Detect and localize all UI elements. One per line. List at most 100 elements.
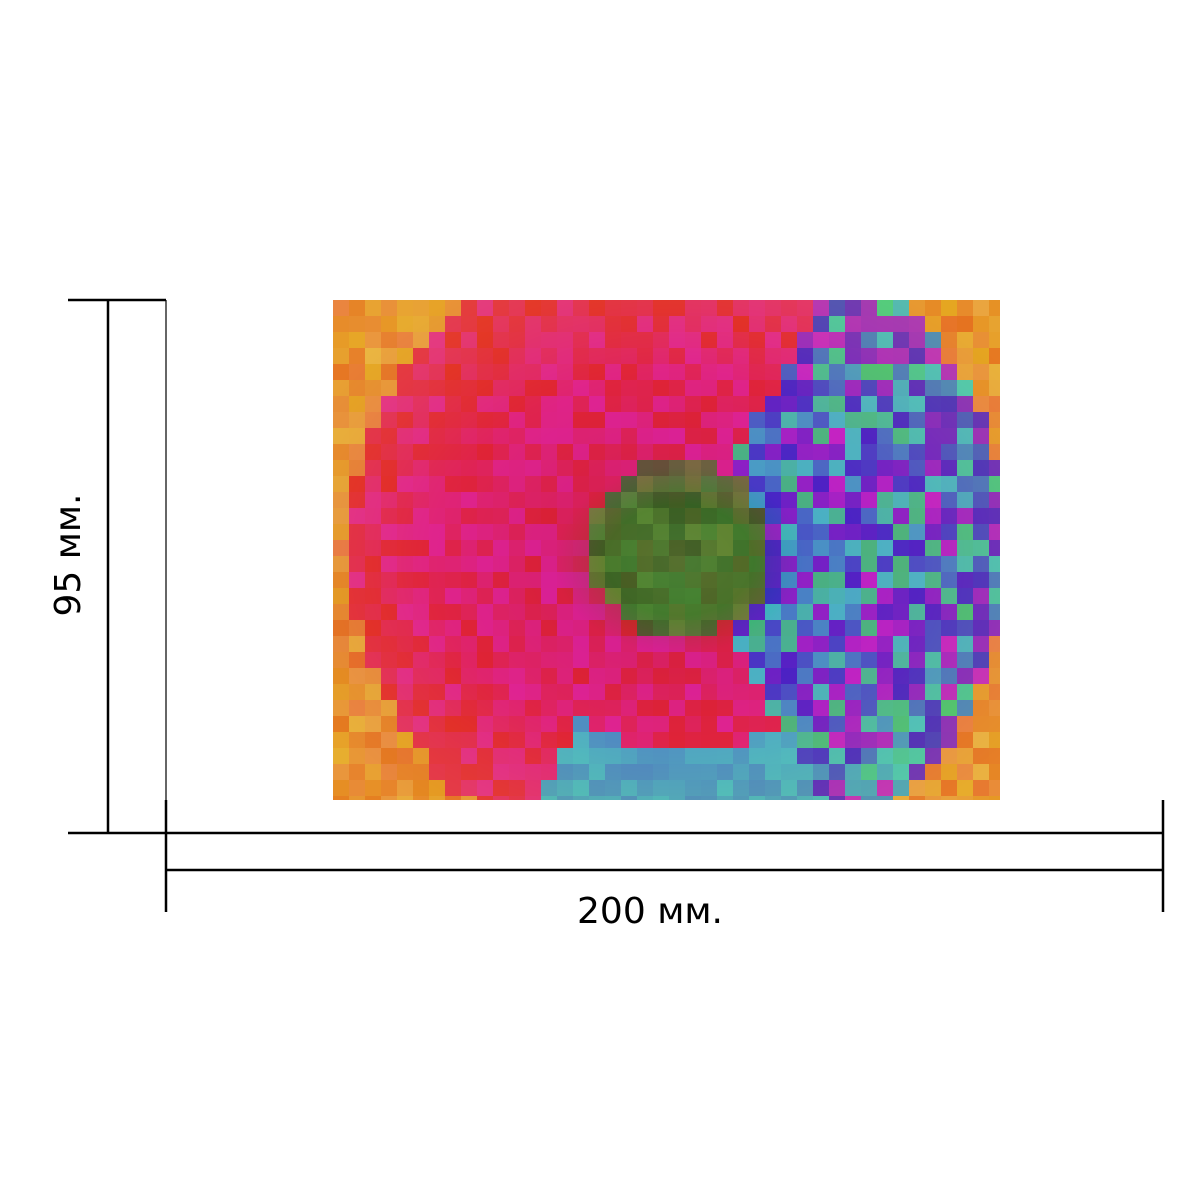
image-tile bbox=[493, 748, 509, 764]
image-tile bbox=[829, 476, 845, 492]
image-tile bbox=[365, 300, 381, 316]
image-tile bbox=[493, 620, 509, 636]
image-tile bbox=[381, 748, 397, 764]
image-tile bbox=[573, 716, 589, 732]
image-tile bbox=[653, 492, 669, 508]
image-tile bbox=[365, 444, 381, 460]
image-tile bbox=[653, 652, 669, 668]
image-tile bbox=[509, 780, 525, 796]
image-tile bbox=[621, 764, 637, 780]
image-tile bbox=[349, 764, 365, 780]
image-tile bbox=[781, 572, 797, 588]
image-tile bbox=[461, 732, 477, 748]
image-tile bbox=[365, 348, 381, 364]
image-tile bbox=[877, 668, 893, 684]
image-tile bbox=[541, 508, 557, 524]
image-tile bbox=[525, 796, 541, 800]
image-tile bbox=[589, 636, 605, 652]
image-tile bbox=[429, 620, 445, 636]
image-tile bbox=[877, 716, 893, 732]
image-tile bbox=[509, 428, 525, 444]
image-tile bbox=[781, 716, 797, 732]
image-tile bbox=[413, 780, 429, 796]
image-tile bbox=[717, 348, 733, 364]
image-tile bbox=[941, 476, 957, 492]
image-tile bbox=[669, 684, 685, 700]
image-tile bbox=[941, 780, 957, 796]
image-tile bbox=[637, 700, 653, 716]
image-tile bbox=[509, 540, 525, 556]
image-tile bbox=[765, 332, 781, 348]
image-tile bbox=[733, 796, 749, 800]
image-tile bbox=[861, 540, 877, 556]
image-tile bbox=[941, 492, 957, 508]
image-tile bbox=[429, 668, 445, 684]
image-tile bbox=[989, 332, 1000, 348]
image-tile bbox=[989, 460, 1000, 476]
image-tile bbox=[765, 508, 781, 524]
image-tile bbox=[685, 716, 701, 732]
image-tile bbox=[461, 604, 477, 620]
image-tile bbox=[893, 460, 909, 476]
image-tile bbox=[829, 732, 845, 748]
image-tile bbox=[349, 540, 365, 556]
image-tile bbox=[333, 796, 349, 800]
image-tile bbox=[525, 556, 541, 572]
image-tile bbox=[861, 780, 877, 796]
image-tile bbox=[685, 796, 701, 800]
image-tile bbox=[525, 300, 541, 316]
image-tile bbox=[717, 604, 733, 620]
image-tile bbox=[973, 684, 989, 700]
image-tile bbox=[749, 332, 765, 348]
image-tile bbox=[333, 444, 349, 460]
image-tile bbox=[525, 476, 541, 492]
image-tile bbox=[765, 492, 781, 508]
image-tile bbox=[573, 300, 589, 316]
image-tile bbox=[461, 556, 477, 572]
image-tile bbox=[957, 508, 973, 524]
image-tile bbox=[701, 572, 717, 588]
image-tile bbox=[957, 556, 973, 572]
image-tile bbox=[429, 588, 445, 604]
image-tile bbox=[909, 604, 925, 620]
image-tile bbox=[461, 716, 477, 732]
image-tile bbox=[765, 604, 781, 620]
image-tile bbox=[381, 492, 397, 508]
image-tile bbox=[349, 668, 365, 684]
image-tile bbox=[893, 348, 909, 364]
image-tile bbox=[717, 444, 733, 460]
image-tile bbox=[941, 652, 957, 668]
image-tile bbox=[477, 380, 493, 396]
image-tile bbox=[861, 428, 877, 444]
image-tile bbox=[445, 396, 461, 412]
image-tile bbox=[413, 700, 429, 716]
image-tile bbox=[685, 316, 701, 332]
image-tile bbox=[605, 732, 621, 748]
image-tile bbox=[413, 572, 429, 588]
image-tile bbox=[557, 780, 573, 796]
image-tile bbox=[461, 396, 477, 412]
image-tile bbox=[685, 556, 701, 572]
image-tile bbox=[349, 476, 365, 492]
image-tile bbox=[861, 412, 877, 428]
image-tile bbox=[509, 444, 525, 460]
image-tile bbox=[621, 652, 637, 668]
image-tile bbox=[925, 300, 941, 316]
image-tile bbox=[973, 428, 989, 444]
image-tile bbox=[749, 764, 765, 780]
image-tile bbox=[461, 364, 477, 380]
image-tile bbox=[365, 508, 381, 524]
image-tile bbox=[941, 412, 957, 428]
image-tile bbox=[669, 668, 685, 684]
image-tile bbox=[493, 428, 509, 444]
image-tile bbox=[397, 636, 413, 652]
image-tile bbox=[781, 796, 797, 800]
image-tile bbox=[525, 668, 541, 684]
image-tile bbox=[573, 332, 589, 348]
image-tile bbox=[893, 796, 909, 800]
image-tile bbox=[397, 508, 413, 524]
image-tile bbox=[749, 700, 765, 716]
image-tile bbox=[429, 700, 445, 716]
image-tile bbox=[893, 556, 909, 572]
